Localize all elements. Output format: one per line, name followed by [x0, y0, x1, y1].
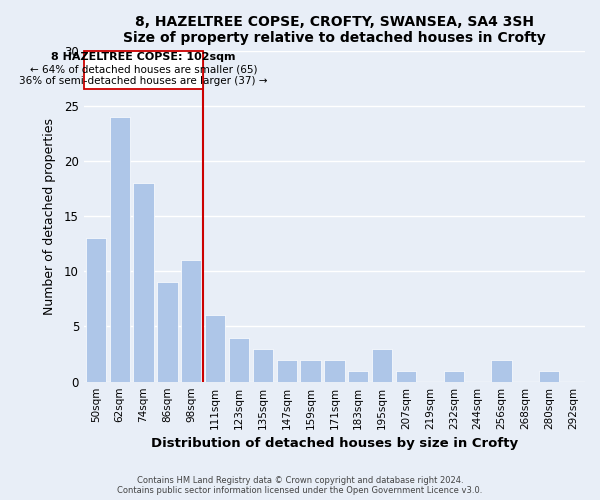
Bar: [443, 370, 464, 382]
Bar: [491, 360, 512, 382]
Bar: [253, 348, 273, 382]
Bar: [181, 260, 202, 382]
Bar: [539, 370, 559, 382]
Bar: [157, 282, 178, 382]
FancyBboxPatch shape: [84, 50, 203, 89]
Bar: [277, 360, 297, 382]
Y-axis label: Number of detached properties: Number of detached properties: [43, 118, 56, 314]
Text: 8 HAZELTREE COPSE: 102sqm: 8 HAZELTREE COPSE: 102sqm: [51, 52, 236, 62]
Bar: [229, 338, 249, 382]
Bar: [325, 360, 344, 382]
Bar: [372, 348, 392, 382]
Title: 8, HAZELTREE COPSE, CROFTY, SWANSEA, SA4 3SH
Size of property relative to detach: 8, HAZELTREE COPSE, CROFTY, SWANSEA, SA4…: [123, 15, 546, 45]
Text: 36% of semi-detached houses are larger (37) →: 36% of semi-detached houses are larger (…: [19, 76, 268, 86]
Bar: [301, 360, 321, 382]
Text: ← 64% of detached houses are smaller (65): ← 64% of detached houses are smaller (65…: [30, 64, 257, 74]
Bar: [86, 238, 106, 382]
Bar: [205, 316, 225, 382]
Bar: [133, 183, 154, 382]
X-axis label: Distribution of detached houses by size in Crofty: Distribution of detached houses by size …: [151, 437, 518, 450]
Bar: [396, 370, 416, 382]
Text: Contains HM Land Registry data © Crown copyright and database right 2024.
Contai: Contains HM Land Registry data © Crown c…: [118, 476, 482, 495]
Bar: [348, 370, 368, 382]
Bar: [110, 117, 130, 382]
